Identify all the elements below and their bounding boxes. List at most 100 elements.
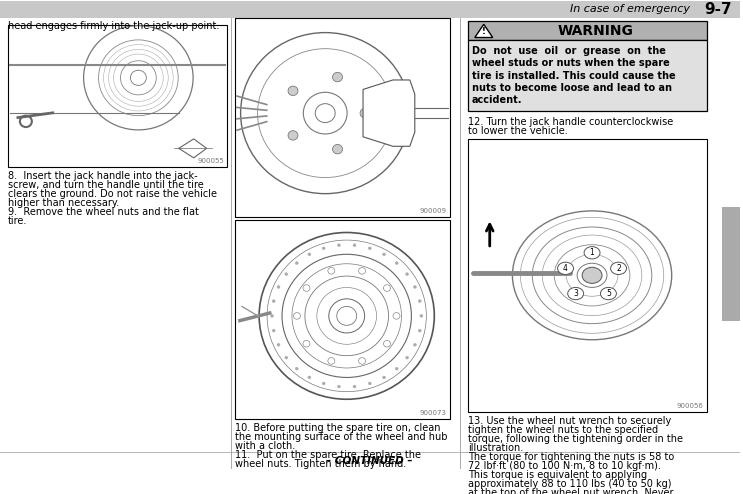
Circle shape	[353, 385, 356, 388]
Text: 5: 5	[606, 289, 611, 298]
Circle shape	[329, 299, 365, 333]
Circle shape	[84, 26, 193, 130]
Text: The torque for tightening the nuts is 58 to: The torque for tightening the nuts is 58…	[468, 452, 674, 461]
Circle shape	[285, 356, 288, 359]
Text: 9.  Remove the wheel nuts and the flat: 9. Remove the wheel nuts and the flat	[8, 207, 199, 217]
Text: wheel nuts. Tighten them by hand.: wheel nuts. Tighten them by hand.	[235, 459, 406, 469]
Circle shape	[359, 268, 366, 274]
Text: 3: 3	[574, 289, 578, 298]
Ellipse shape	[554, 245, 630, 306]
Bar	[468, 41, 707, 112]
Circle shape	[303, 92, 347, 134]
Circle shape	[259, 233, 435, 399]
Circle shape	[322, 382, 325, 385]
Text: tire.: tire.	[8, 216, 27, 226]
Text: the mounting surface of the wheel and hub: the mounting surface of the wheel and hu…	[235, 432, 447, 442]
Bar	[0, 0, 739, 18]
Circle shape	[383, 376, 386, 379]
Circle shape	[277, 286, 280, 288]
Text: to lower the vehicle.: to lower the vehicle.	[468, 126, 568, 136]
Ellipse shape	[542, 235, 642, 316]
Polygon shape	[475, 24, 493, 38]
Circle shape	[328, 268, 335, 274]
Circle shape	[293, 313, 300, 319]
Ellipse shape	[566, 254, 618, 296]
Circle shape	[305, 276, 389, 356]
Text: 10. Before putting the spare tire on, clean: 10. Before putting the spare tire on, cl…	[235, 423, 441, 433]
Text: accident.: accident.	[472, 95, 522, 105]
Text: tighten the wheel nuts to the specified: tighten the wheel nuts to the specified	[468, 424, 658, 435]
Text: head engages firmly into the jack-up point.: head engages firmly into the jack-up poi…	[8, 21, 219, 32]
Circle shape	[359, 358, 366, 364]
Text: torque, following the tightening order in the: torque, following the tightening order i…	[468, 434, 683, 444]
Text: WARNING: WARNING	[557, 24, 633, 38]
Circle shape	[337, 244, 340, 247]
Circle shape	[369, 382, 372, 385]
Circle shape	[333, 72, 343, 82]
Text: at the top of the wheel nut wrench. Never: at the top of the wheel nut wrench. Neve…	[468, 488, 673, 494]
Circle shape	[317, 288, 377, 344]
Text: 11.  Put on the spare tire. Replace the: 11. Put on the spare tire. Replace the	[235, 450, 421, 460]
Circle shape	[315, 104, 335, 123]
Text: 72 lbf·ft (80 to 100 N·m, 8 to 10 kgf·m).: 72 lbf·ft (80 to 100 N·m, 8 to 10 kgf·m)…	[468, 460, 661, 471]
Text: 900009: 900009	[420, 208, 447, 214]
Circle shape	[120, 61, 156, 95]
Text: 900056: 900056	[677, 403, 704, 409]
Text: nuts to become loose and lead to an: nuts to become loose and lead to an	[472, 83, 672, 93]
Circle shape	[270, 315, 273, 317]
Circle shape	[292, 264, 401, 368]
Ellipse shape	[532, 227, 652, 324]
Circle shape	[130, 70, 146, 85]
Text: higher than necessary.: higher than necessary.	[8, 198, 119, 208]
Circle shape	[383, 253, 386, 256]
Circle shape	[328, 358, 335, 364]
Circle shape	[308, 253, 311, 256]
Circle shape	[406, 273, 409, 276]
Bar	[235, 18, 450, 216]
Circle shape	[420, 315, 423, 317]
Circle shape	[395, 262, 398, 264]
Circle shape	[308, 376, 311, 379]
Ellipse shape	[577, 263, 607, 288]
Circle shape	[369, 247, 372, 249]
Bar	[235, 220, 450, 419]
Text: 900073: 900073	[420, 411, 447, 416]
Circle shape	[353, 244, 356, 247]
Text: 9-7: 9-7	[704, 1, 732, 17]
Text: tire is installed. This could cause the: tire is installed. This could cause the	[472, 71, 675, 81]
Text: Do  not  use  oil  or  grease  on  the: Do not use oil or grease on the	[472, 46, 666, 56]
Circle shape	[322, 247, 325, 249]
Circle shape	[288, 130, 298, 140]
Circle shape	[282, 254, 412, 377]
Circle shape	[99, 40, 178, 116]
Text: 8.  Insert the jack handle into the jack-: 8. Insert the jack handle into the jack-	[8, 171, 198, 181]
Circle shape	[395, 367, 398, 370]
Circle shape	[337, 306, 357, 326]
Bar	[8, 25, 227, 167]
Circle shape	[295, 367, 298, 370]
Circle shape	[418, 300, 421, 302]
Ellipse shape	[611, 262, 626, 275]
Circle shape	[303, 285, 310, 291]
Circle shape	[383, 340, 391, 347]
Circle shape	[272, 329, 275, 332]
Text: In case of emergency: In case of emergency	[570, 4, 690, 14]
Circle shape	[288, 86, 298, 95]
Circle shape	[333, 144, 343, 154]
Text: 4: 4	[563, 264, 568, 273]
Text: approximately 88 to 110 lbs (40 to 50 kg): approximately 88 to 110 lbs (40 to 50 kg…	[468, 479, 672, 489]
Text: 13. Use the wheel nut wrench to securely: 13. Use the wheel nut wrench to securely	[468, 415, 671, 425]
Ellipse shape	[584, 269, 600, 282]
Text: clears the ground. Do not raise the vehicle: clears the ground. Do not raise the vehi…	[8, 189, 217, 199]
Text: screw, and turn the handle until the tire: screw, and turn the handle until the tir…	[8, 180, 204, 190]
Circle shape	[295, 262, 298, 264]
Circle shape	[258, 49, 393, 177]
Text: illustration.: illustration.	[468, 443, 523, 453]
Circle shape	[267, 240, 426, 392]
Text: with a cloth.: with a cloth.	[235, 441, 295, 451]
Circle shape	[241, 33, 410, 194]
Circle shape	[413, 343, 416, 346]
Circle shape	[272, 300, 275, 302]
Circle shape	[303, 340, 310, 347]
Circle shape	[360, 108, 370, 118]
